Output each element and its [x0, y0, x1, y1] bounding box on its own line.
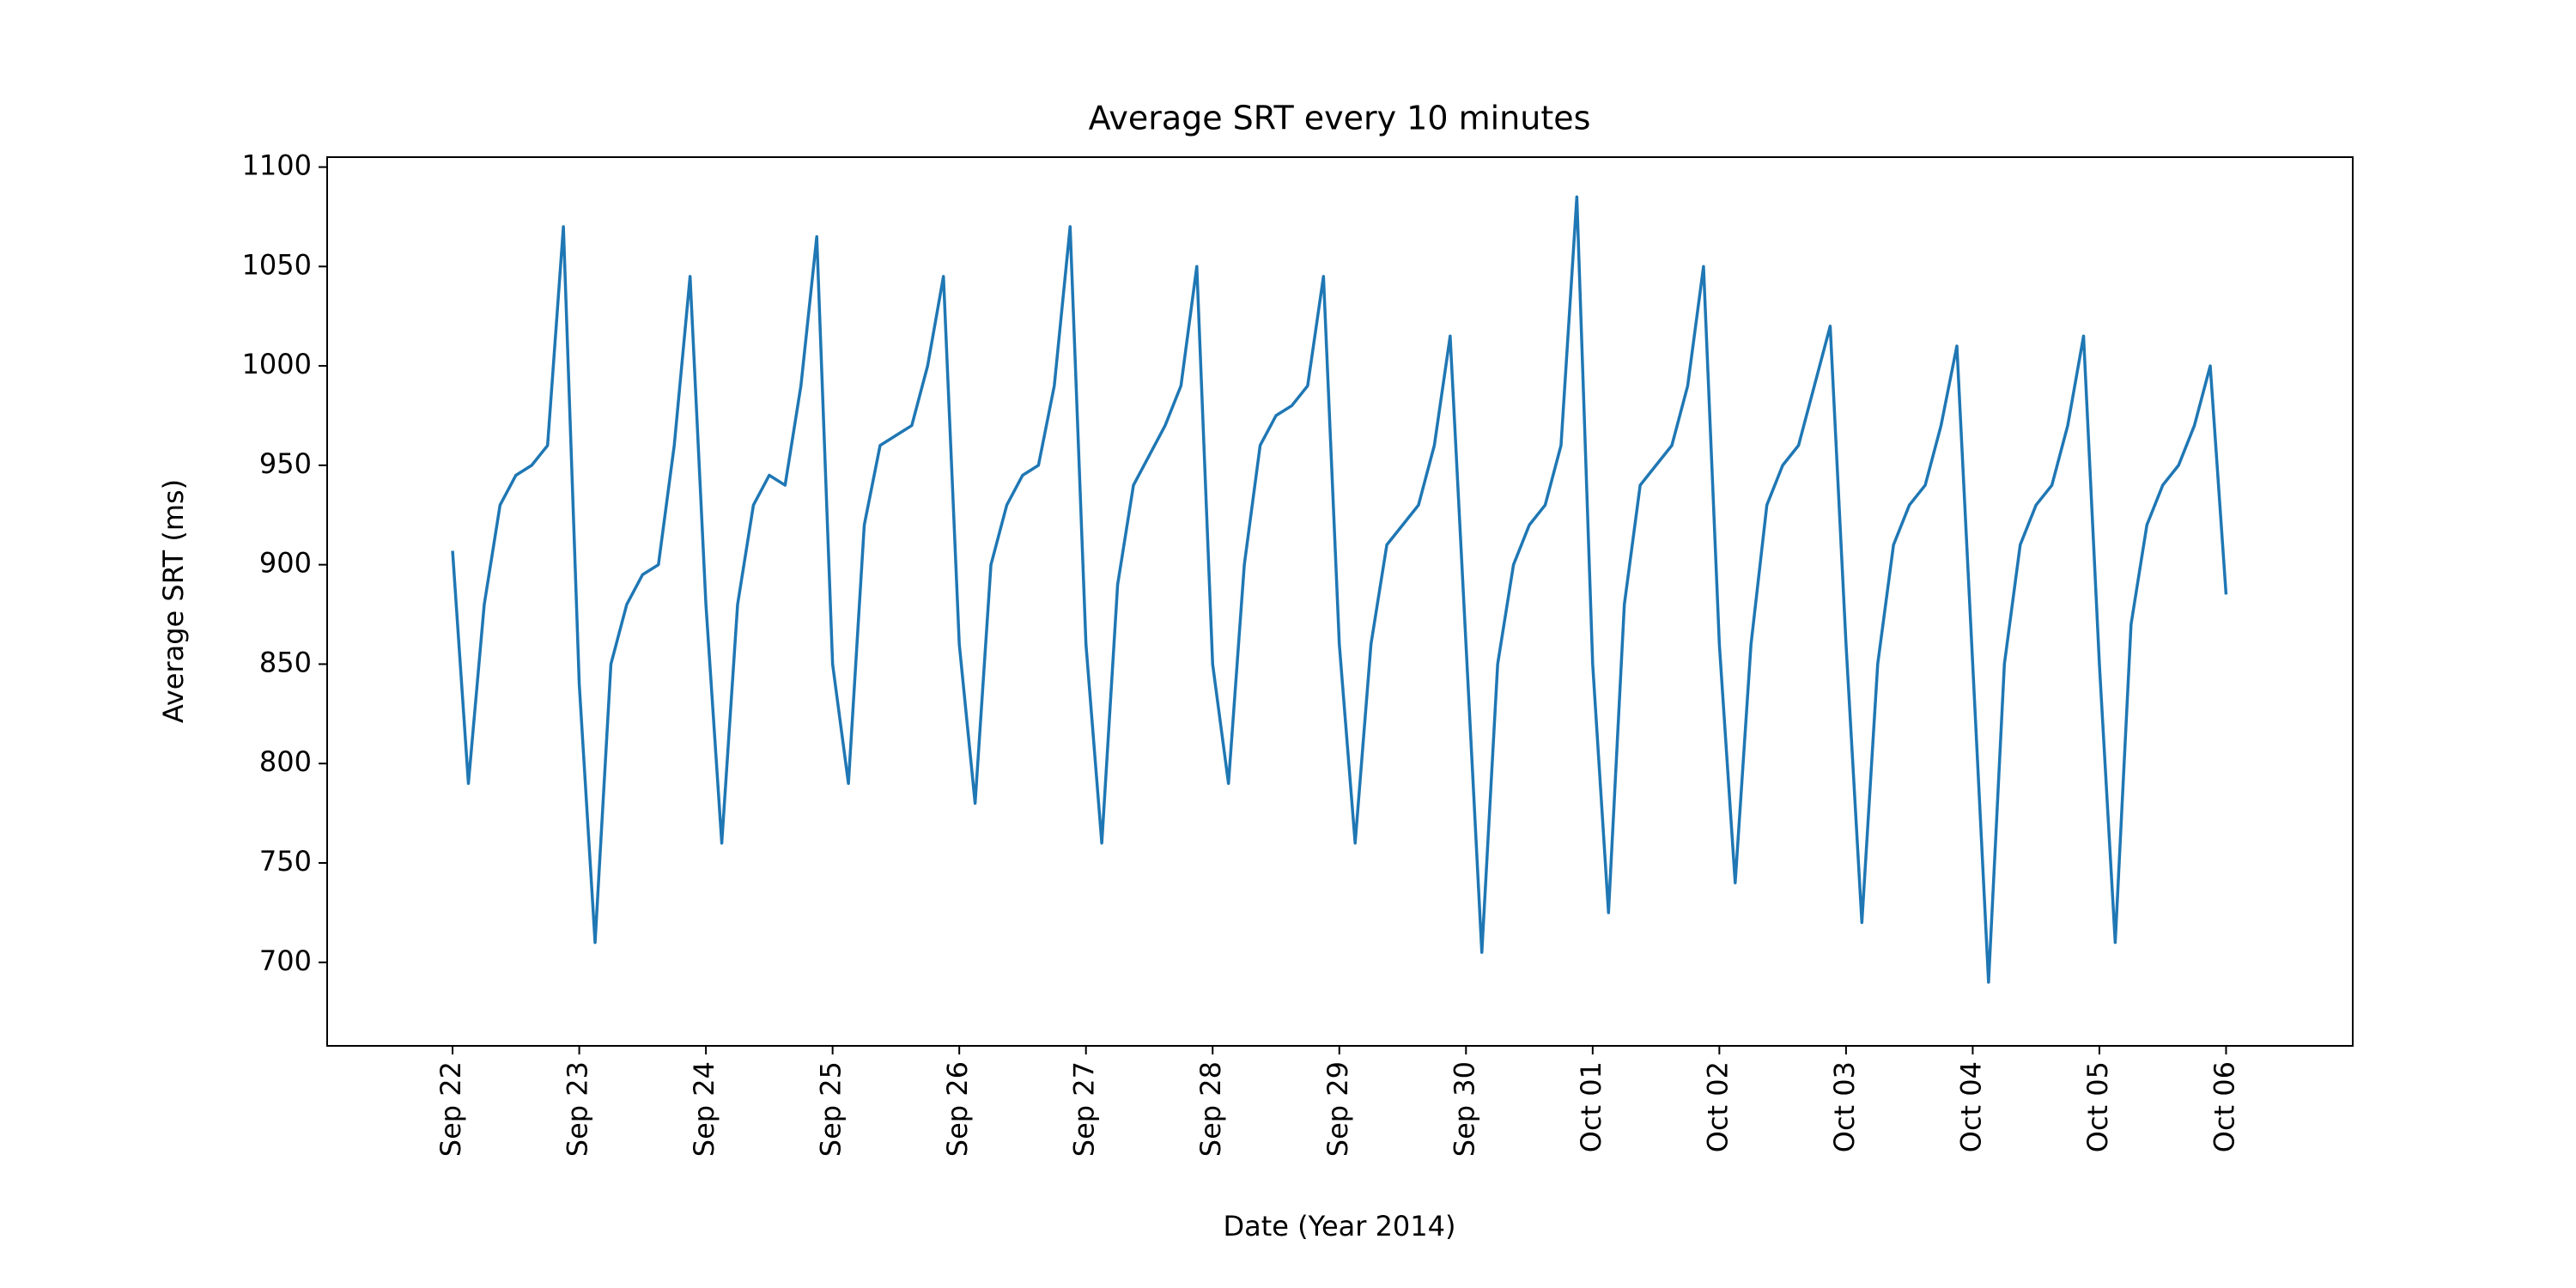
x-tick-label: Sep 29: [1321, 1061, 1354, 1157]
y-tick-label: 1100: [242, 149, 312, 182]
y-axis-label: Average SRT (ms): [157, 479, 190, 723]
x-tick-label: Sep 26: [941, 1061, 974, 1157]
x-tick-label: Oct 05: [2081, 1061, 2114, 1152]
y-tick-label: 950: [259, 447, 312, 480]
plot-frame: [326, 156, 2354, 1047]
x-axis-label: Date (Year 2014): [1224, 1210, 1456, 1242]
x-tick-label: Oct 04: [1954, 1061, 1987, 1152]
x-tick-label: Oct 06: [2208, 1061, 2240, 1152]
x-tick-label: Oct 03: [1828, 1061, 1861, 1152]
x-tick-label: Oct 01: [1575, 1061, 1607, 1152]
x-tick-label: Sep 28: [1194, 1061, 1227, 1157]
x-tick-label: Sep 23: [562, 1061, 594, 1157]
y-tick-label: 1000: [242, 348, 312, 380]
x-tick-label: Oct 02: [1701, 1061, 1734, 1152]
y-tick-label: 750: [259, 845, 312, 878]
y-tick-label: 1050: [242, 248, 312, 281]
x-tick-label: Sep 27: [1068, 1061, 1101, 1157]
y-tick-label: 800: [259, 745, 312, 778]
y-tick-label: 850: [259, 646, 312, 678]
y-tick-label: 700: [259, 945, 312, 977]
y-tick-label: 900: [259, 547, 312, 580]
chart-title: Average SRT every 10 minutes: [1089, 100, 1591, 137]
data-line: [451, 195, 2228, 984]
x-tick-label: Sep 24: [688, 1061, 720, 1157]
x-tick-label: Sep 30: [1448, 1061, 1480, 1157]
x-tick-label: Sep 25: [815, 1061, 848, 1157]
x-tick-label: Sep 22: [434, 1061, 467, 1157]
